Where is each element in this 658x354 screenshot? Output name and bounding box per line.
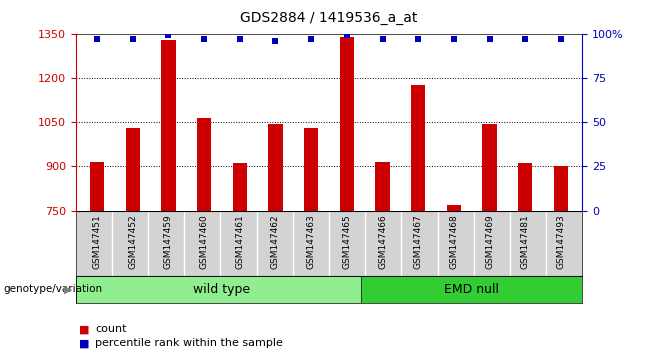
Text: count: count xyxy=(95,324,127,334)
Text: ■: ■ xyxy=(79,324,89,334)
Text: GSM147461: GSM147461 xyxy=(236,214,244,269)
Bar xyxy=(361,276,582,303)
Text: GSM147459: GSM147459 xyxy=(164,214,173,269)
Point xyxy=(377,36,388,42)
Bar xyxy=(518,164,532,211)
Text: GSM147466: GSM147466 xyxy=(378,214,387,269)
Text: ■: ■ xyxy=(79,338,89,348)
Bar xyxy=(411,85,425,211)
Bar xyxy=(233,164,247,211)
Point xyxy=(234,36,245,42)
Point xyxy=(163,33,174,38)
Bar xyxy=(197,118,211,211)
Text: GSM147469: GSM147469 xyxy=(485,214,494,269)
Point xyxy=(342,33,352,38)
Text: percentile rank within the sample: percentile rank within the sample xyxy=(95,338,284,348)
Point xyxy=(92,36,103,42)
Bar xyxy=(447,205,461,211)
Point xyxy=(270,38,281,44)
Text: GSM147468: GSM147468 xyxy=(449,214,459,269)
Text: EMD null: EMD null xyxy=(444,283,499,296)
Point xyxy=(199,36,209,42)
Bar xyxy=(304,128,318,211)
Bar xyxy=(482,124,497,211)
Text: genotype/variation: genotype/variation xyxy=(3,284,103,295)
Text: ▶: ▶ xyxy=(64,284,72,295)
Text: GSM147462: GSM147462 xyxy=(271,214,280,269)
Bar xyxy=(90,162,104,211)
Point xyxy=(306,36,316,42)
Point xyxy=(449,36,459,42)
Bar xyxy=(340,36,354,211)
Bar xyxy=(375,162,390,211)
Bar xyxy=(268,124,283,211)
Bar xyxy=(126,128,140,211)
Bar xyxy=(161,40,176,211)
Text: GSM147467: GSM147467 xyxy=(414,214,422,269)
Point xyxy=(413,36,424,42)
Point xyxy=(128,36,138,42)
Bar xyxy=(554,166,568,211)
Text: GSM147451: GSM147451 xyxy=(93,214,101,269)
Text: GSM147460: GSM147460 xyxy=(199,214,209,269)
Point xyxy=(484,36,495,42)
Text: GSM147493: GSM147493 xyxy=(557,214,565,269)
Point xyxy=(555,36,566,42)
Text: GSM147452: GSM147452 xyxy=(128,214,138,269)
Text: wild type: wild type xyxy=(193,283,251,296)
Text: GSM147465: GSM147465 xyxy=(342,214,351,269)
Text: GSM147481: GSM147481 xyxy=(520,214,530,269)
Bar xyxy=(76,276,368,303)
Point xyxy=(520,36,530,42)
Text: GDS2884 / 1419536_a_at: GDS2884 / 1419536_a_at xyxy=(240,11,418,25)
Text: GSM147463: GSM147463 xyxy=(307,214,316,269)
